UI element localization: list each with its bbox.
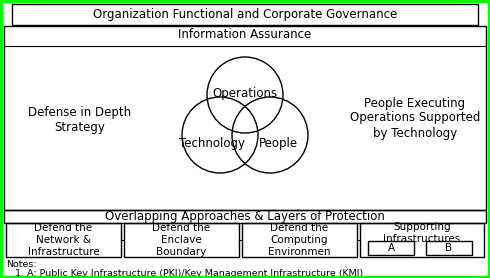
- Bar: [242, 223, 357, 257]
- Text: Defend the
Computing
Environmen: Defend the Computing Environmen: [268, 224, 331, 257]
- Text: People Executing
Operations Supported
by Technology: People Executing Operations Supported by…: [350, 96, 480, 140]
- Text: Defense in Depth
Strategy: Defense in Depth Strategy: [28, 106, 131, 134]
- Text: Operations: Operations: [213, 86, 277, 100]
- Bar: [4, 210, 486, 223]
- Bar: [4, 26, 486, 210]
- Bar: [124, 223, 239, 257]
- Text: Defend the
Network &
Infrastructure: Defend the Network & Infrastructure: [27, 224, 99, 257]
- Bar: [12, 4, 478, 25]
- Text: Information Assurance: Information Assurance: [178, 29, 312, 41]
- Text: Overlapping Approaches & Layers of Protection: Overlapping Approaches & Layers of Prote…: [105, 210, 385, 223]
- Text: B: B: [445, 243, 453, 253]
- Bar: [360, 223, 484, 257]
- Text: Organization Functional and Corporate Governance: Organization Functional and Corporate Go…: [93, 8, 397, 21]
- Text: Supporting
Infrastructures: Supporting Infrastructures: [383, 222, 461, 244]
- Bar: [426, 241, 472, 255]
- Text: 1. A: Public Key Infrastructure (PKI)/Key Management Infrastructure (KMI): 1. A: Public Key Infrastructure (PKI)/Ke…: [6, 269, 363, 278]
- Text: Defend the
Enclave
Boundary: Defend the Enclave Boundary: [152, 224, 211, 257]
- Text: Technology: Technology: [179, 136, 245, 150]
- Text: Notes:: Notes:: [6, 260, 37, 269]
- Bar: [368, 241, 414, 255]
- Text: People: People: [258, 136, 297, 150]
- Bar: [6, 223, 121, 257]
- Text: A: A: [388, 243, 394, 253]
